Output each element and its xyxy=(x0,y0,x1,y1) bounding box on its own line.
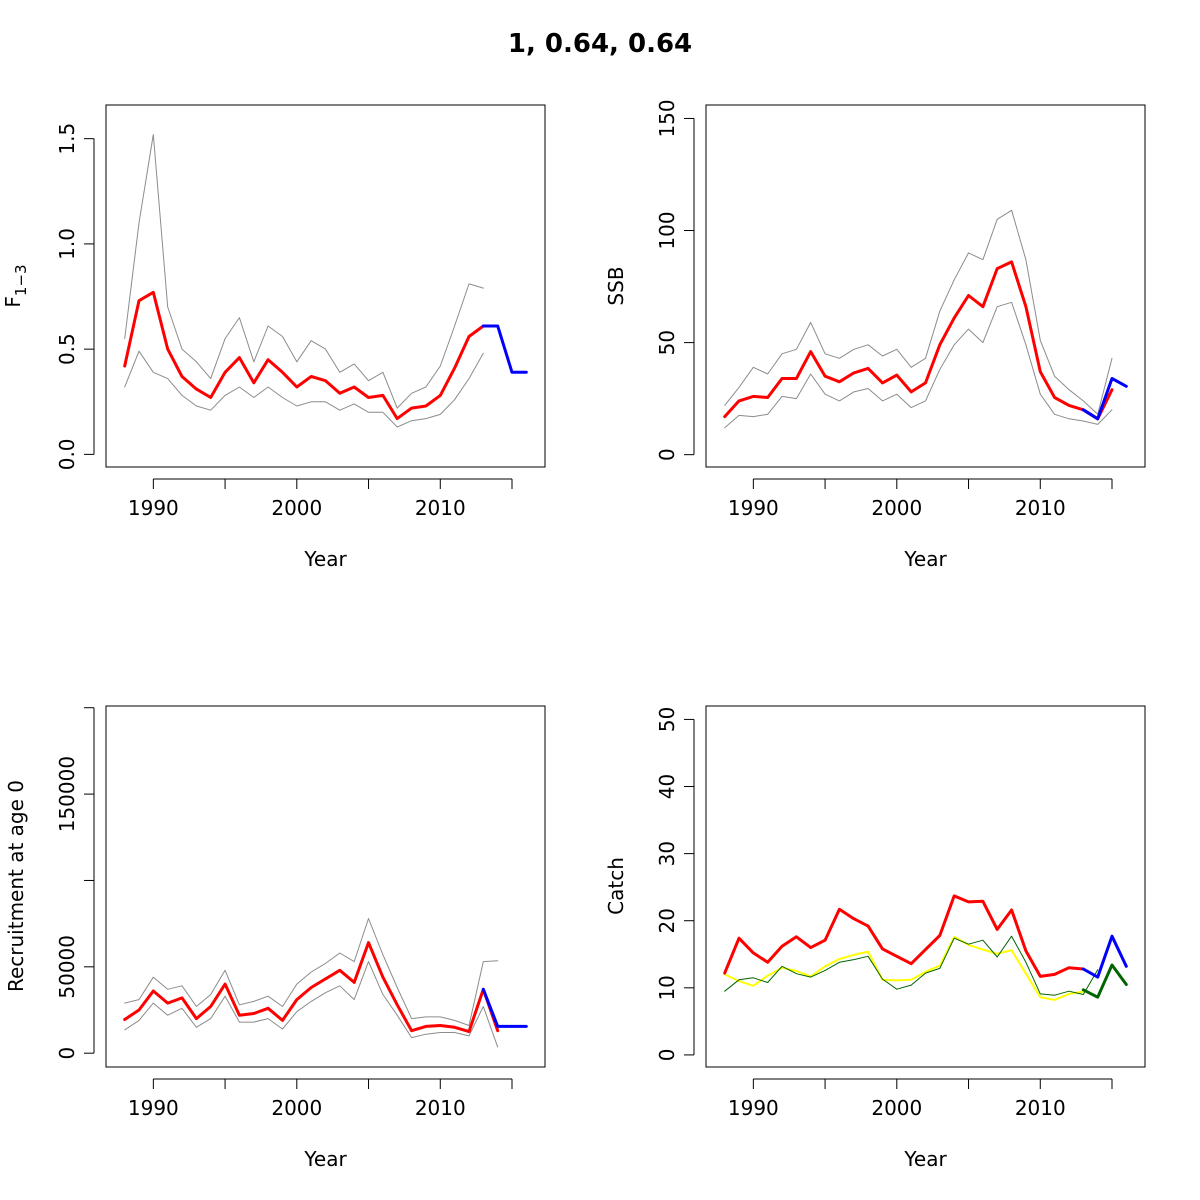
y-tick-label: 50 xyxy=(655,707,679,732)
series-line-lower xyxy=(724,301,1113,429)
recruitment-panel: 1990 2000 2010 0 50000 150000 Year Recruitmen… xyxy=(4,705,546,1171)
y-tick-label: 1.5 xyxy=(55,123,79,155)
x-tick-label: 2010 xyxy=(415,496,466,520)
x-tick-label: 1990 xyxy=(728,496,779,520)
series-line-upper xyxy=(124,918,499,1026)
y-tick-label: 20 xyxy=(655,908,679,933)
y-tick-label: 50000 xyxy=(55,935,79,999)
x-tick-label: 2010 xyxy=(415,1096,466,1120)
y-tick-label: 100 xyxy=(655,211,679,249)
x-axis-label: Year xyxy=(903,1147,947,1171)
y-tick-label: 0 xyxy=(655,448,679,461)
plot-frame xyxy=(705,705,1146,1068)
plot-frame xyxy=(105,104,546,468)
y-axis-label-subscript: 1−3 xyxy=(12,264,30,296)
y-tick-label: 150000 xyxy=(55,756,79,832)
x-tick-label: 1990 xyxy=(728,1096,779,1120)
x-tick-label: 2010 xyxy=(1015,496,1066,520)
series-line-lower xyxy=(124,350,484,428)
y-tick-label: 1.0 xyxy=(55,228,79,260)
y-axis-label-main: F xyxy=(1,296,25,308)
series-line-upper xyxy=(724,209,1113,415)
y-axis-label: F1−3 xyxy=(1,264,30,307)
y-tick-label: 40 xyxy=(655,774,679,799)
y-tick-label: 50 xyxy=(655,330,679,355)
y-tick-label: 150 xyxy=(655,99,679,137)
series-line-projection xyxy=(481,324,528,374)
x-axis-label: Year xyxy=(303,1147,347,1171)
x-tick-label: 2000 xyxy=(271,1096,322,1120)
series-line-estimate xyxy=(723,260,1114,421)
x-axis-label: Year xyxy=(303,547,347,571)
plot-frame xyxy=(105,705,546,1068)
series-line-projection xyxy=(481,987,528,1028)
series-line-estimate xyxy=(123,290,485,421)
y-tick-label: 0.0 xyxy=(55,438,79,470)
y-tick-label: 10 xyxy=(655,975,679,1000)
y-axis-label: Recruitment at age 0 xyxy=(4,780,28,992)
x-tick-label: 2000 xyxy=(271,496,322,520)
series-line-upper xyxy=(124,134,484,409)
x-tick-label: 2000 xyxy=(871,496,922,520)
y-tick-label: 30 xyxy=(655,841,679,866)
y-tick-label: 0 xyxy=(655,1049,679,1062)
y-tick-label: 0.5 xyxy=(55,333,79,365)
x-axis-label: Year xyxy=(903,547,947,571)
y-tick-label: 0 xyxy=(55,1047,79,1060)
plot-frame xyxy=(705,104,1146,468)
y-axis-label: Catch xyxy=(604,857,628,915)
series-line-projection xyxy=(1081,377,1128,421)
series-line-projection xyxy=(1081,934,1128,979)
series-line-model xyxy=(724,935,1099,996)
series-line-estimate xyxy=(123,941,500,1034)
x-tick-label: 1990 xyxy=(128,1096,179,1120)
f-panel: 1990 2000 2010 0.0 0.5 1.0 1.5 Year F1−3 xyxy=(1,104,546,571)
figure-title: 1, 0.64, 0.64 xyxy=(508,29,692,59)
x-tick-label: 2000 xyxy=(871,1096,922,1120)
series-line-estimate xyxy=(723,894,1085,978)
x-tick-label: 2010 xyxy=(1015,1096,1066,1120)
catch-panel: 1990 2000 2010 0 10 20 30 40 50 Year Catch xyxy=(604,705,1146,1171)
series-line-model_projection xyxy=(1081,963,1128,999)
y-axis-label: SSB xyxy=(604,266,628,305)
x-tick-label: 1990 xyxy=(128,496,179,520)
ssb-panel: 1990 2000 2010 0 50 100 150 Year SSB xyxy=(604,99,1146,571)
series-line-lower xyxy=(124,961,499,1048)
series-line-observed xyxy=(723,935,1085,1001)
